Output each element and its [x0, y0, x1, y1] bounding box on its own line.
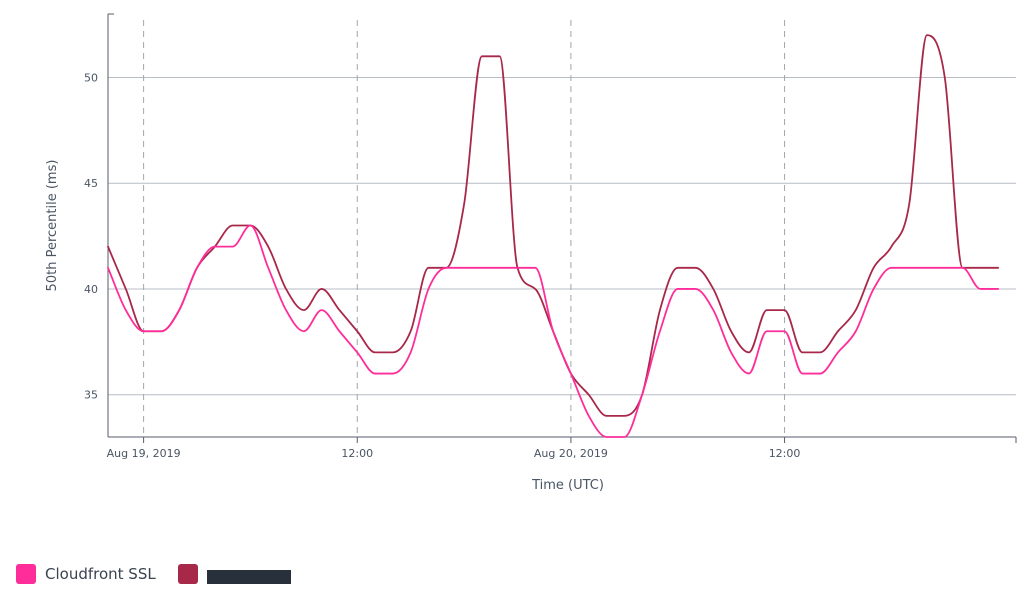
- x-tick-label: Aug 19, 2019: [107, 447, 181, 460]
- legend-label-cloudfront: Cloudfront SSL: [45, 565, 156, 583]
- legend: Cloudfront SSL: [16, 564, 313, 584]
- x-axis-title: Time (UTC): [531, 478, 604, 493]
- legend-swatch-other: [177, 564, 198, 584]
- legend-swatch-cloudfront: [16, 564, 36, 584]
- legend-item-other[interactable]: [177, 564, 291, 584]
- legend-item-cloudfront[interactable]: Cloudfront SSL: [16, 564, 156, 584]
- series-layer: [107, 34, 1000, 438]
- y-tick-label: 50: [84, 71, 98, 84]
- y-tick-label: 40: [84, 283, 98, 296]
- axes: [107, 13, 1017, 443]
- x-tick-label: Aug 20, 2019: [534, 447, 608, 460]
- gridlines: [108, 20, 1016, 437]
- x-tick-label: 12:00: [341, 447, 373, 460]
- series-line-0: [107, 224, 1000, 438]
- y-axis-title: 50th Percentile (ms): [45, 160, 60, 292]
- series-line-1: [107, 34, 1000, 417]
- y-tick-label: 45: [84, 177, 98, 190]
- y-tick-label: 35: [84, 389, 98, 402]
- x-tick-label: 12:00: [769, 447, 801, 460]
- labels: 35 40 45 50 Aug 19, 2019 12:00 Aug 20, 2019 12:…: [45, 71, 800, 493]
- redacted-label: [206, 569, 291, 584]
